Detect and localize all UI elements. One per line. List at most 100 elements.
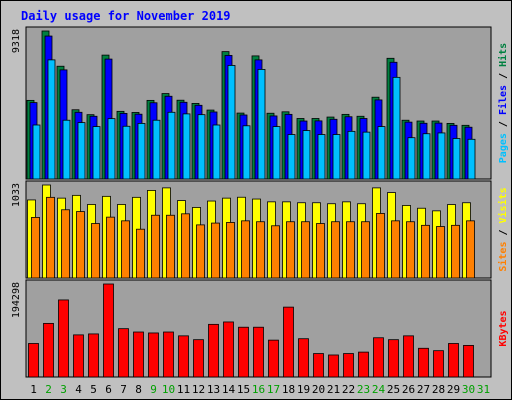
bar-sites-day-21 [331, 221, 340, 279]
x-tick-label-day-3: 3 [60, 383, 67, 396]
legend-segment-bottom-0: KBytes [498, 310, 509, 346]
legend-top: Pages / Files / Hits [497, 43, 509, 163]
x-tick-label-day-16: 16 [252, 383, 265, 396]
bar-kbytes-day-16 [253, 326, 264, 378]
panel-top: 9318 Pages / Files / Hits [11, 26, 509, 180]
x-tick-label-day-2: 2 [45, 383, 52, 396]
bar-sites-day-3 [61, 209, 70, 279]
x-tick-label-day-12: 12 [192, 383, 205, 396]
x-tick-label-day-25: 25 [387, 383, 400, 396]
x-tick-label-day-29: 29 [447, 383, 460, 396]
x-tick-label-day-7: 7 [120, 383, 127, 396]
bar-sites-day-27 [421, 224, 430, 279]
bar-sites-day-9 [151, 214, 160, 279]
ymax-label-top: 9318 [11, 29, 22, 53]
bar-pages-day-16 [257, 69, 266, 180]
x-tick-label-day-19: 19 [297, 383, 310, 396]
bar-sites-day-6 [106, 216, 115, 279]
bar-sites-day-23 [361, 221, 370, 279]
bar-kbytes-day-25 [388, 339, 399, 378]
bar-sites-day-12 [196, 224, 205, 279]
bar-kbytes-day-12 [193, 339, 204, 378]
x-tick-label-day-10: 10 [162, 383, 175, 396]
bar-pages-day-9 [152, 119, 161, 180]
x-tick-label-day-30: 30 [462, 383, 475, 396]
bar-pages-day-29 [452, 138, 461, 180]
x-tick-label-day-26: 26 [402, 383, 415, 396]
legend-segment-middle-1: / [498, 223, 509, 241]
bar-kbytes-day-29 [448, 343, 459, 378]
bar-pages-day-28 [437, 132, 446, 180]
bar-sites-day-8 [136, 228, 145, 279]
bar-pages-day-19 [302, 130, 311, 180]
bar-sites-day-29 [451, 224, 460, 279]
legend-segment-top-0: Pages [498, 133, 509, 163]
ymax-label-middle: 1033 [11, 183, 22, 207]
x-tick-label-day-23: 23 [357, 383, 370, 396]
bar-kbytes-day-23 [358, 351, 369, 378]
bar-sites-day-19 [301, 221, 310, 279]
bar-kbytes-day-15 [238, 326, 249, 378]
x-tick-label-day-20: 20 [312, 383, 325, 396]
bar-sites-day-1 [31, 217, 40, 279]
bar-kbytes-day-8 [133, 331, 144, 378]
bar-sites-day-4 [76, 211, 85, 279]
x-tick-label-day-13: 13 [207, 383, 220, 396]
bar-sites-day-17 [271, 225, 280, 279]
bar-pages-day-18 [287, 134, 296, 180]
bar-kbytes-day-19 [298, 338, 309, 378]
bar-kbytes-day-20 [313, 353, 324, 378]
bar-sites-day-18 [286, 221, 295, 279]
legend-bottom: KBytes [498, 310, 509, 346]
chart-title: Daily usage for November 2019 [21, 9, 231, 23]
ymax-label-bottom: 194298 [11, 282, 22, 318]
x-tick-label-day-18: 18 [282, 383, 295, 396]
x-tick-label-day-28: 28 [432, 383, 445, 396]
bar-pages-day-15 [242, 125, 251, 180]
legend-segment-middle-0: Sites [497, 242, 509, 272]
bar-sites-day-25 [391, 220, 400, 279]
bar-pages-day-6 [107, 118, 116, 180]
x-tick-label-day-8: 8 [135, 383, 142, 396]
legend-segment-middle-2: Visits [497, 187, 509, 223]
bar-kbytes-day-22 [343, 353, 354, 378]
bar-sites-day-30 [466, 220, 475, 279]
bar-pages-day-4 [77, 122, 86, 180]
bar-sites-day-10 [166, 214, 175, 279]
bar-sites-day-14 [226, 222, 235, 279]
legend-segment-top-1: / [498, 115, 509, 133]
bar-kbytes-day-5 [88, 333, 99, 378]
bar-kbytes-day-10 [163, 331, 174, 378]
bar-pages-day-1 [32, 124, 41, 180]
x-tick-label-day-21: 21 [327, 383, 340, 396]
x-tick-label-day-1: 1 [30, 383, 37, 396]
bar-sites-day-16 [256, 221, 265, 279]
bar-kbytes-day-21 [328, 354, 339, 378]
x-tick-label-day-31: 31 [477, 383, 490, 396]
legend-segment-top-2: Files [497, 85, 509, 115]
bar-pages-day-27 [422, 133, 431, 180]
bar-pages-day-12 [197, 114, 206, 180]
x-tick-label-day-24: 24 [372, 383, 386, 396]
bar-kbytes-day-27 [418, 347, 429, 378]
bar-sites-day-28 [436, 226, 445, 279]
bar-kbytes-day-7 [118, 328, 129, 378]
x-tick-label-day-6: 6 [105, 383, 112, 396]
bar-kbytes-day-24 [373, 337, 384, 378]
bar-pages-day-23 [362, 131, 371, 180]
bar-kbytes-day-30 [463, 345, 474, 378]
bar-kbytes-day-26 [403, 335, 414, 378]
x-tick-label-day-17: 17 [267, 383, 280, 396]
bar-kbytes-day-3 [58, 299, 69, 378]
panel-bottom: 194298 KBytes [11, 279, 509, 378]
bar-sites-day-13 [211, 222, 220, 279]
legend-segment-top-3: / [498, 67, 509, 85]
x-tick-label-day-5: 5 [90, 383, 97, 396]
bar-pages-day-5 [92, 126, 101, 180]
bar-sites-day-2 [46, 196, 55, 279]
bar-kbytes-day-28 [433, 350, 444, 378]
bar-pages-day-14 [227, 65, 236, 180]
legend-segment-top-4: Hits [497, 43, 509, 67]
bar-kbytes-day-14 [223, 321, 234, 378]
